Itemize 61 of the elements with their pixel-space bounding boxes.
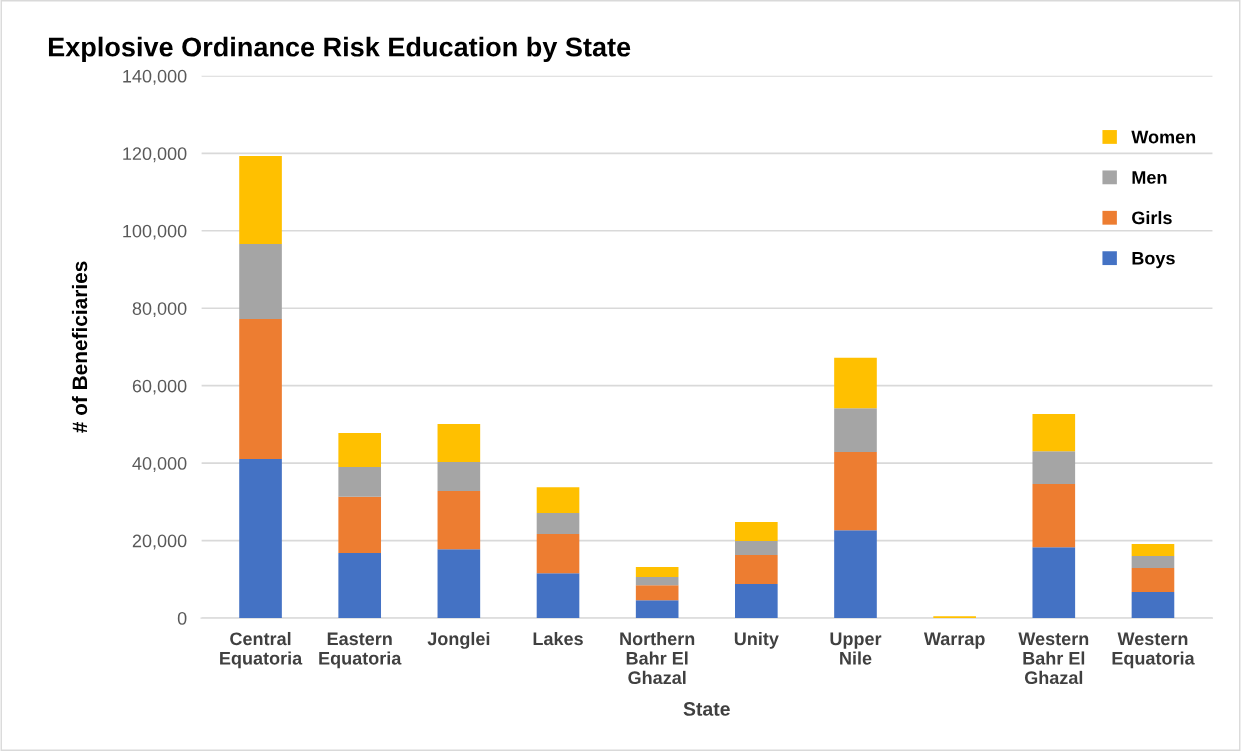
x-axis-title: State — [683, 702, 730, 716]
x-tick-label: Upper Nile — [830, 632, 882, 665]
bar — [437, 461, 481, 492]
bar — [635, 585, 679, 601]
bar — [338, 467, 382, 497]
bar — [735, 522, 778, 541]
x-tick-label: Lakes — [533, 631, 583, 646]
x-tick-label: Central Equatoria — [220, 631, 303, 669]
x-tick-label: Eastern Equatoria — [319, 632, 402, 669]
y-axis-title: # of Beneficiaries — [71, 261, 88, 433]
bar — [1032, 547, 1076, 619]
bar — [735, 554, 778, 584]
bar — [834, 451, 877, 531]
y-tick-label: 40,000 — [132, 457, 187, 473]
y-tick-label: 60,000 — [132, 379, 187, 395]
bar — [536, 513, 580, 535]
bar — [338, 553, 382, 619]
y-tick-label: 80,000 — [132, 302, 187, 318]
bar — [437, 491, 481, 550]
x-tick-label: Northern Bahr El Ghazal — [620, 631, 695, 685]
bar — [239, 458, 282, 619]
x-tick-label: Unity — [734, 631, 779, 649]
bar — [834, 408, 877, 452]
bar — [536, 573, 580, 619]
bar — [239, 243, 282, 320]
bar — [338, 432, 382, 468]
bar — [437, 424, 481, 462]
bar — [536, 534, 580, 574]
y-tick-label: 140,000 — [123, 69, 187, 85]
bar — [834, 530, 877, 619]
bar — [735, 541, 778, 555]
bar — [1131, 568, 1175, 593]
legend-label: Women — [1131, 130, 1196, 144]
bar — [834, 357, 877, 409]
bar — [1131, 556, 1175, 569]
bar — [1131, 592, 1175, 619]
bar — [437, 549, 481, 619]
bar — [635, 566, 679, 578]
bar — [635, 577, 679, 586]
bar — [338, 496, 382, 554]
y-tick-label: 20,000 — [132, 534, 187, 550]
bar — [239, 319, 282, 459]
bar — [735, 583, 778, 619]
x-tick-label: Warrap — [923, 632, 985, 649]
y-tick-label: 0 — [177, 612, 187, 625]
x-tick-label: Western Bahr El Ghazal — [1018, 632, 1089, 685]
bar — [239, 156, 282, 244]
bar — [1032, 413, 1076, 452]
bar — [1131, 544, 1175, 557]
y-tick-label: 100,000 — [123, 224, 187, 240]
bar — [1032, 484, 1076, 548]
legend-label: Boys — [1132, 252, 1175, 269]
y-tick-label: 120,000 — [123, 147, 187, 163]
x-tick-label: Jonglei — [427, 631, 490, 649]
x-tick-label: Western Equatoria — [1112, 632, 1195, 669]
legend-label: Girls — [1132, 210, 1172, 225]
bar — [536, 487, 580, 514]
bar — [1032, 451, 1076, 485]
chart-title: Explosive Ordinance Risk Education by State — [48, 36, 631, 62]
legend-label: Men — [1132, 171, 1167, 184]
bar — [635, 600, 679, 619]
